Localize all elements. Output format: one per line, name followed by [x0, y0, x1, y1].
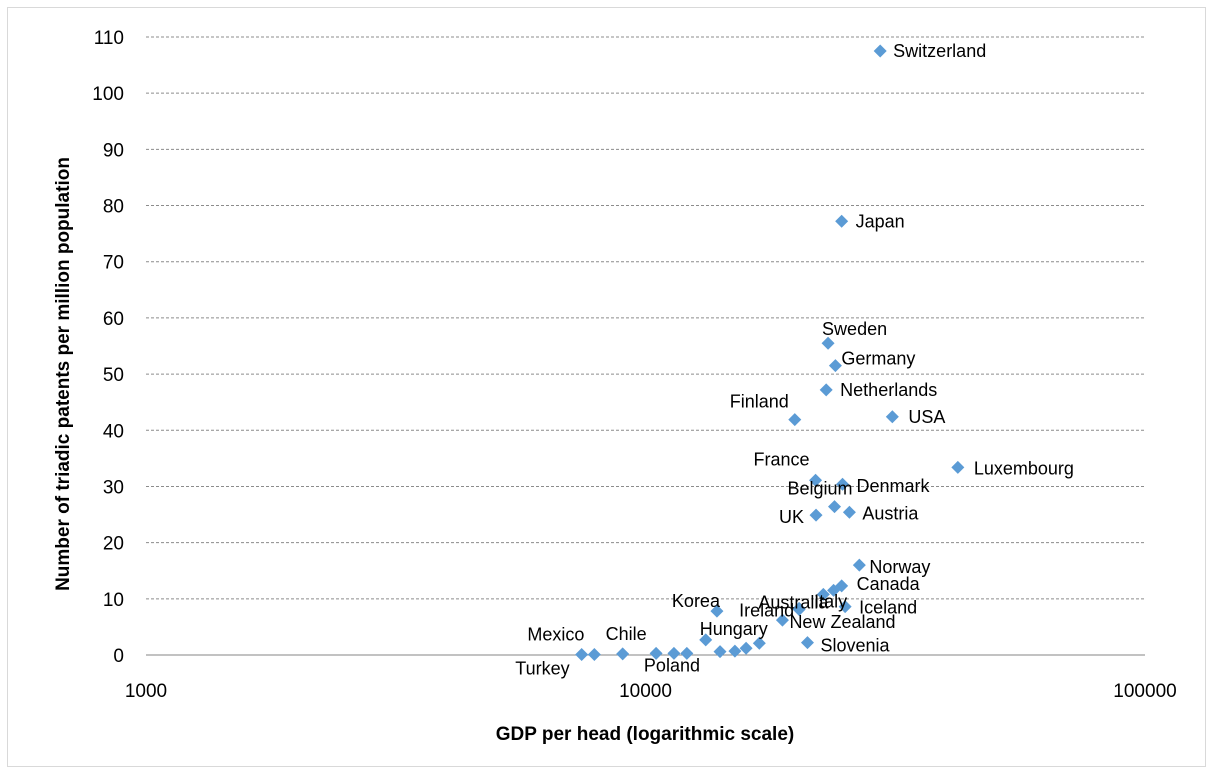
- point-label: USA: [908, 407, 945, 427]
- y-axis-ticks: 0 10 20 30 40 50 60 70 80 90 100 110: [92, 28, 124, 667]
- data-point: [819, 383, 833, 397]
- point-label: Austria: [862, 503, 919, 523]
- point-label: Finland: [730, 392, 789, 412]
- point-label: Australia: [758, 592, 829, 612]
- data-point: [752, 636, 766, 650]
- point-label: Canada: [857, 574, 921, 594]
- data-point: [828, 500, 842, 514]
- y-tick-label: 100: [92, 84, 124, 105]
- y-axis-title: Number of triadic patents per million po…: [53, 157, 74, 591]
- y-tick-label: 90: [103, 140, 124, 161]
- data-point: [842, 505, 856, 519]
- y-tick-label: 110: [94, 28, 124, 49]
- data-point: [800, 636, 814, 650]
- data-point: [667, 646, 681, 660]
- data-point: [775, 613, 789, 627]
- y-tick-label: 70: [103, 253, 124, 274]
- point-label: Turkey: [515, 658, 569, 678]
- data-point: [835, 579, 849, 593]
- point-label: Sweden: [822, 319, 887, 339]
- data-point: [951, 460, 965, 474]
- data-point: [680, 646, 694, 660]
- point-label: Germany: [841, 349, 915, 369]
- point-label: Netherlands: [840, 380, 937, 400]
- point-label: Mexico: [527, 624, 584, 644]
- data-point: [809, 508, 823, 522]
- data-point: [809, 473, 823, 487]
- y-tick-label: 20: [103, 534, 124, 555]
- y-tick-label: 30: [103, 477, 124, 498]
- data-point: [836, 477, 850, 491]
- data-point: [828, 359, 842, 373]
- point-label: Norway: [869, 557, 930, 577]
- data-point: [873, 44, 887, 58]
- data-point: [852, 558, 866, 572]
- x-tick-label: 100000: [1113, 681, 1176, 702]
- data-point: [575, 647, 589, 661]
- data-point: [649, 646, 663, 660]
- point-label: Korea: [672, 591, 721, 611]
- y-tick-label: 80: [103, 197, 124, 218]
- point-label: Japan: [856, 211, 905, 231]
- data-point: [816, 587, 830, 601]
- x-tick-label: 1000: [125, 681, 167, 702]
- point-labels: Switzerland Japan Sweden Germany Netherlands…: [515, 41, 1074, 678]
- data-point: [792, 602, 806, 616]
- point-label: Hungary: [700, 619, 768, 639]
- point-label: Poland: [644, 655, 700, 675]
- y-tick-label: 0: [113, 646, 124, 667]
- y-tick-label: 60: [103, 309, 124, 330]
- data-point: [710, 604, 724, 618]
- data-point: [699, 633, 713, 647]
- point-label: Italy: [814, 591, 847, 611]
- x-tick-label: 10000: [619, 681, 672, 702]
- data-point: [838, 600, 852, 614]
- data-point: [728, 644, 742, 658]
- point-label: Chile: [606, 624, 647, 644]
- y-tick-label: 10: [103, 590, 124, 611]
- data-points: [575, 44, 965, 661]
- data-point: [788, 413, 802, 427]
- y-tick-label: 40: [103, 421, 124, 442]
- data-point: [587, 647, 601, 661]
- point-label: New Zealand: [789, 612, 895, 632]
- y-tick-label: 50: [103, 365, 124, 386]
- point-label: Ireland: [739, 600, 794, 620]
- data-point: [835, 214, 849, 228]
- point-label: Slovenia: [820, 636, 890, 656]
- gridlines: [146, 36, 1145, 656]
- data-point: [885, 410, 899, 424]
- point-label: Denmark: [857, 476, 931, 496]
- data-point: [739, 641, 753, 655]
- x-axis-ticks: 1000 10000 100000: [125, 681, 1177, 702]
- x-axis-title: GDP per head (logarithmic scale): [496, 724, 794, 745]
- chart-frame: [7, 7, 1206, 767]
- data-point: [821, 336, 835, 350]
- point-label: Belgium: [788, 479, 853, 499]
- point-label: Iceland: [859, 598, 917, 618]
- data-point: [713, 645, 727, 659]
- point-label: UK: [779, 507, 804, 527]
- point-label: Luxembourg: [974, 458, 1074, 478]
- point-label: Switzerland: [893, 41, 986, 61]
- data-point: [616, 647, 630, 661]
- point-label: France: [754, 449, 810, 469]
